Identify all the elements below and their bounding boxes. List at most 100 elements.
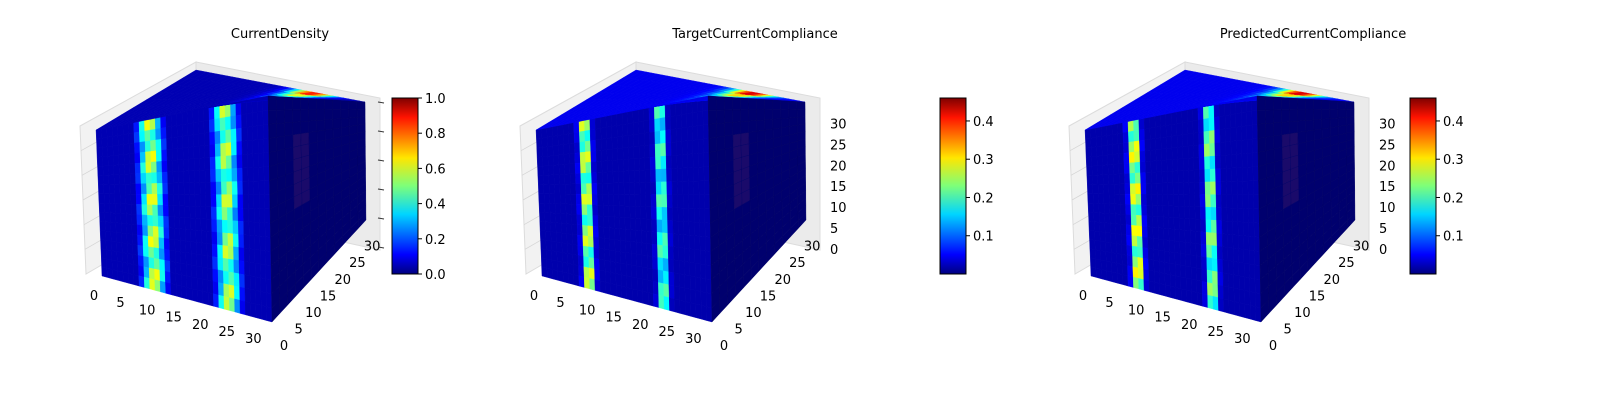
front-cell bbox=[581, 204, 588, 216]
front-cell bbox=[699, 249, 706, 265]
front-cell bbox=[1191, 290, 1198, 306]
front-cell bbox=[166, 148, 173, 162]
front-cell bbox=[207, 292, 214, 307]
front-cell bbox=[652, 268, 659, 283]
front-cell bbox=[1200, 243, 1207, 258]
front-cell bbox=[1105, 241, 1112, 253]
front-cell bbox=[1177, 170, 1184, 183]
front-cell bbox=[1248, 236, 1255, 251]
right-cell bbox=[1257, 123, 1267, 139]
front-cell bbox=[704, 194, 711, 210]
right-cell bbox=[1345, 101, 1355, 110]
front-cell bbox=[187, 134, 194, 148]
front-cell bbox=[583, 276, 591, 290]
front-cell bbox=[1101, 135, 1108, 147]
right-cell bbox=[1265, 109, 1274, 124]
front-cell bbox=[1178, 194, 1185, 207]
front-cell bbox=[227, 233, 234, 248]
front-cell bbox=[190, 241, 197, 255]
front-cell bbox=[1172, 170, 1179, 184]
front-face bbox=[95, 95, 273, 323]
front-cell bbox=[594, 279, 601, 293]
front-cell bbox=[637, 289, 644, 304]
front-cell bbox=[244, 287, 251, 304]
front-cell bbox=[557, 144, 565, 156]
front-cell bbox=[135, 173, 142, 185]
front-cell bbox=[112, 269, 119, 281]
front-cell bbox=[222, 245, 229, 260]
front-cell bbox=[145, 172, 153, 184]
front-cell bbox=[141, 204, 148, 216]
front-cell bbox=[1247, 166, 1254, 182]
front-cell bbox=[1241, 153, 1248, 168]
front-cell bbox=[1139, 139, 1146, 152]
front-cell bbox=[548, 184, 555, 195]
front-cell bbox=[613, 194, 620, 207]
front-cell bbox=[589, 128, 597, 142]
front-cell bbox=[1177, 158, 1184, 172]
front-cell bbox=[225, 129, 232, 144]
front-cell bbox=[253, 180, 260, 196]
front-cell bbox=[1183, 182, 1190, 195]
front-cell bbox=[1102, 164, 1109, 176]
right-cell bbox=[1273, 122, 1283, 137]
front-cell bbox=[191, 264, 198, 279]
front-cell bbox=[617, 159, 624, 172]
front-cell bbox=[246, 112, 253, 128]
front-cell bbox=[570, 183, 577, 195]
front-cell bbox=[535, 128, 542, 140]
front-cell bbox=[1095, 258, 1102, 270]
front-cell bbox=[112, 135, 119, 147]
y-tick-label: 25 bbox=[349, 256, 366, 271]
front-cell bbox=[97, 165, 104, 176]
front-cell bbox=[151, 193, 159, 206]
front-cell bbox=[683, 221, 690, 236]
front-cell bbox=[588, 246, 595, 259]
front-cell bbox=[1168, 217, 1175, 230]
front-cell bbox=[611, 136, 618, 150]
front-cell bbox=[1090, 127, 1097, 139]
front-cell bbox=[1138, 278, 1145, 291]
front-cell bbox=[1194, 194, 1201, 208]
front-cell bbox=[705, 292, 713, 309]
right-cell bbox=[316, 129, 326, 143]
front-cell bbox=[160, 127, 167, 140]
y-tick-label: 20 bbox=[1323, 273, 1340, 288]
front-cell bbox=[1130, 204, 1137, 216]
front-cell bbox=[1179, 253, 1186, 267]
front-cell bbox=[1175, 287, 1182, 301]
front-cell bbox=[559, 173, 566, 185]
right-cell bbox=[1337, 109, 1347, 119]
right-cell bbox=[740, 109, 750, 123]
front-cell bbox=[682, 194, 689, 209]
front-cell bbox=[121, 242, 128, 254]
front-cell bbox=[125, 213, 133, 225]
right-cell bbox=[740, 97, 749, 111]
front-cell bbox=[227, 245, 234, 261]
right-cell bbox=[1305, 129, 1315, 143]
front-cell bbox=[220, 142, 227, 157]
front-cell bbox=[605, 126, 613, 139]
front-cell bbox=[125, 203, 132, 215]
front-cell bbox=[1141, 204, 1148, 217]
front-cell bbox=[1252, 152, 1259, 168]
front-cell bbox=[573, 131, 580, 144]
front-cell bbox=[630, 229, 637, 243]
front-cell bbox=[557, 134, 564, 146]
front-cell bbox=[1098, 193, 1105, 204]
front-cell bbox=[223, 296, 230, 311]
front-cell bbox=[124, 163, 131, 175]
front-cell bbox=[1120, 224, 1127, 236]
front-cell bbox=[102, 155, 109, 167]
front-cell bbox=[698, 194, 705, 210]
front-cell bbox=[1169, 251, 1176, 265]
front-cell bbox=[1110, 232, 1117, 244]
front-cell bbox=[697, 110, 704, 127]
front-cell bbox=[1144, 150, 1152, 162]
front-cell bbox=[122, 133, 130, 145]
front-cell bbox=[1103, 203, 1110, 214]
front-cell bbox=[1148, 280, 1156, 294]
front-cell bbox=[563, 143, 570, 155]
front-cell bbox=[101, 127, 108, 139]
front-cell bbox=[104, 202, 111, 214]
